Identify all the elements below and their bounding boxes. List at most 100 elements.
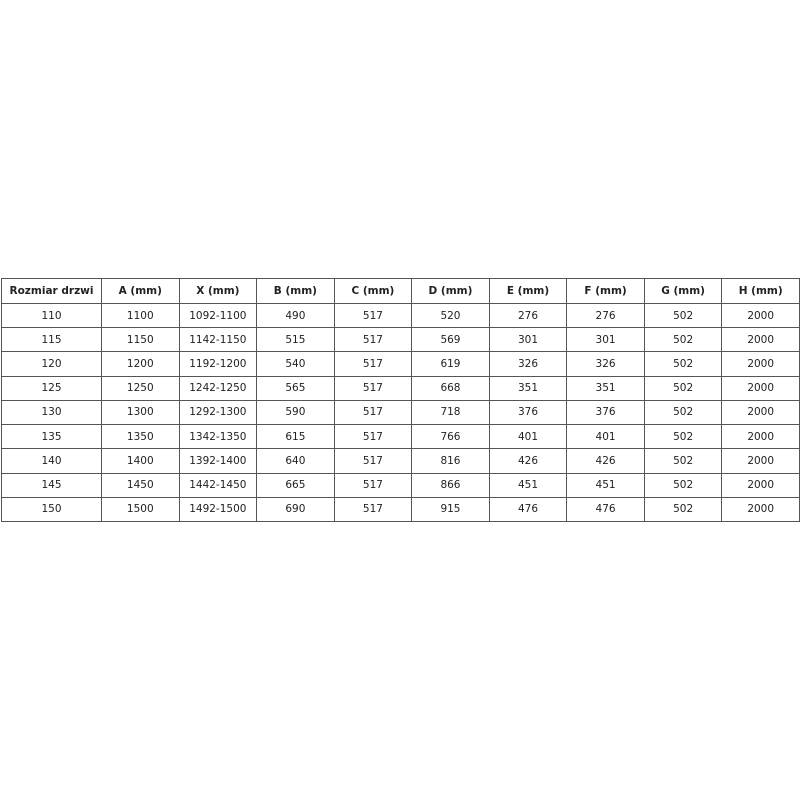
table-cell: 1292-1300 bbox=[178, 399, 258, 426]
table-cell: 502 bbox=[643, 399, 723, 426]
table-row: 150 1500 1492-1500 690 517 915 476 476 502 2000 bbox=[1, 496, 800, 523]
table-cell: 1200 bbox=[101, 351, 180, 377]
table-cell: 426 bbox=[566, 448, 645, 474]
table-cell: 517 bbox=[333, 375, 413, 401]
table-cell: 540 bbox=[256, 351, 335, 377]
table-cell: 690 bbox=[256, 496, 335, 523]
table-cell: 520 bbox=[411, 302, 490, 329]
table-cell: 718 bbox=[411, 399, 490, 426]
table-cell: 515 bbox=[256, 327, 335, 353]
table-cell: 401 bbox=[566, 424, 645, 450]
table-cell: 2000 bbox=[721, 448, 800, 474]
table-cell: 640 bbox=[256, 448, 335, 474]
table-cell: 502 bbox=[643, 472, 723, 498]
table-cell: 1192-1200 bbox=[178, 351, 258, 377]
column-header: D (mm) bbox=[411, 278, 490, 304]
table-cell: 351 bbox=[566, 375, 645, 401]
column-header: X (mm) bbox=[178, 278, 258, 304]
table-cell: 517 bbox=[333, 399, 413, 426]
table-cell: 590 bbox=[256, 399, 335, 426]
table-row: 145 1450 1442-1450 665 517 866 451 451 502 2000 bbox=[1, 472, 800, 498]
table-cell: 351 bbox=[488, 375, 568, 401]
table-cell: 276 bbox=[488, 302, 568, 329]
table-cell: 1350 bbox=[101, 424, 180, 450]
table-cell: 401 bbox=[488, 424, 568, 450]
table-cell: 115 bbox=[1, 327, 102, 353]
table-row: 130 1300 1292-1300 590 517 718 376 376 502 2000 bbox=[1, 399, 800, 426]
column-header: A (mm) bbox=[101, 278, 180, 304]
table-cell: 2000 bbox=[721, 424, 800, 450]
table-cell: 615 bbox=[256, 424, 335, 450]
table-row: 125 1250 1242-1250 565 517 668 351 351 502 2000 bbox=[1, 375, 800, 401]
table-row: 140 1400 1392-1400 640 517 816 426 426 502 2000 bbox=[1, 448, 800, 474]
table-cell: 517 bbox=[333, 472, 413, 498]
table-cell: 1142-1150 bbox=[178, 327, 258, 353]
table-cell: 125 bbox=[1, 375, 102, 401]
table-cell: 565 bbox=[256, 375, 335, 401]
table-cell: 301 bbox=[488, 327, 568, 353]
table-cell: 2000 bbox=[721, 351, 800, 377]
table-cell: 301 bbox=[566, 327, 645, 353]
table-row: 110 1100 1092-1100 490 517 520 276 276 502 2000 bbox=[1, 302, 800, 329]
table-row: 135 1350 1342-1350 615 517 766 401 401 502 2000 bbox=[1, 424, 800, 450]
table-cell: 2000 bbox=[721, 472, 800, 498]
table-cell: 1092-1100 bbox=[178, 302, 258, 329]
table-cell: 766 bbox=[411, 424, 490, 450]
table-cell: 326 bbox=[566, 351, 645, 377]
table-cell: 326 bbox=[488, 351, 568, 377]
table-cell: 502 bbox=[643, 351, 723, 377]
table-cell: 2000 bbox=[721, 302, 800, 329]
table-cell: 866 bbox=[411, 472, 490, 498]
table-cell: 1342-1350 bbox=[178, 424, 258, 450]
table-cell: 569 bbox=[411, 327, 490, 353]
table-cell: 120 bbox=[1, 351, 102, 377]
table-cell: 665 bbox=[256, 472, 335, 498]
column-header: E (mm) bbox=[488, 278, 568, 304]
table-cell: 1500 bbox=[101, 496, 180, 523]
table-cell: 276 bbox=[566, 302, 645, 329]
table-cell: 1300 bbox=[101, 399, 180, 426]
table-cell: 1492-1500 bbox=[178, 496, 258, 523]
table-cell: 517 bbox=[333, 496, 413, 523]
table-cell: 451 bbox=[566, 472, 645, 498]
table-cell: 130 bbox=[1, 399, 102, 426]
table-cell: 376 bbox=[566, 399, 645, 426]
table-cell: 502 bbox=[643, 424, 723, 450]
table-cell: 1250 bbox=[101, 375, 180, 401]
table-row: 120 1200 1192-1200 540 517 619 326 326 502 2000 bbox=[1, 351, 800, 377]
table-cell: 376 bbox=[488, 399, 568, 426]
table-cell: 490 bbox=[256, 302, 335, 329]
table-cell: 476 bbox=[566, 496, 645, 523]
table-cell: 1242-1250 bbox=[178, 375, 258, 401]
table-cell: 1392-1400 bbox=[178, 448, 258, 474]
table-cell: 915 bbox=[411, 496, 490, 523]
column-header: C (mm) bbox=[333, 278, 413, 304]
table-cell: 668 bbox=[411, 375, 490, 401]
table-cell: 502 bbox=[643, 375, 723, 401]
table-cell: 517 bbox=[333, 448, 413, 474]
column-header: F (mm) bbox=[566, 278, 645, 304]
table-cell: 619 bbox=[411, 351, 490, 377]
table-cell: 150 bbox=[1, 496, 102, 523]
table-cell: 135 bbox=[1, 424, 102, 450]
table-cell: 451 bbox=[488, 472, 568, 498]
table-cell: 140 bbox=[1, 448, 102, 474]
table-cell: 426 bbox=[488, 448, 568, 474]
column-header: G (mm) bbox=[643, 278, 723, 304]
table-row: 115 1150 1142-1150 515 517 569 301 301 502 2000 bbox=[1, 327, 800, 353]
table-cell: 2000 bbox=[721, 375, 800, 401]
table-cell: 1400 bbox=[101, 448, 180, 474]
dimensions-table: Rozmiar drzwi A (mm) X (mm) B (mm) C (mm) D (… bbox=[1, 278, 800, 523]
table-cell: 476 bbox=[488, 496, 568, 523]
column-header: Rozmiar drzwi bbox=[1, 278, 102, 304]
table-cell: 517 bbox=[333, 327, 413, 353]
table-cell: 816 bbox=[411, 448, 490, 474]
header-row: Rozmiar drzwi A (mm) X (mm) B (mm) C (mm) D (… bbox=[1, 278, 800, 304]
column-header: H (mm) bbox=[721, 278, 800, 304]
table-cell: 2000 bbox=[721, 327, 800, 353]
table-cell: 517 bbox=[333, 302, 413, 329]
table-cell: 145 bbox=[1, 472, 102, 498]
table-cell: 517 bbox=[333, 424, 413, 450]
table-cell: 502 bbox=[643, 496, 723, 523]
table-cell: 517 bbox=[333, 351, 413, 377]
